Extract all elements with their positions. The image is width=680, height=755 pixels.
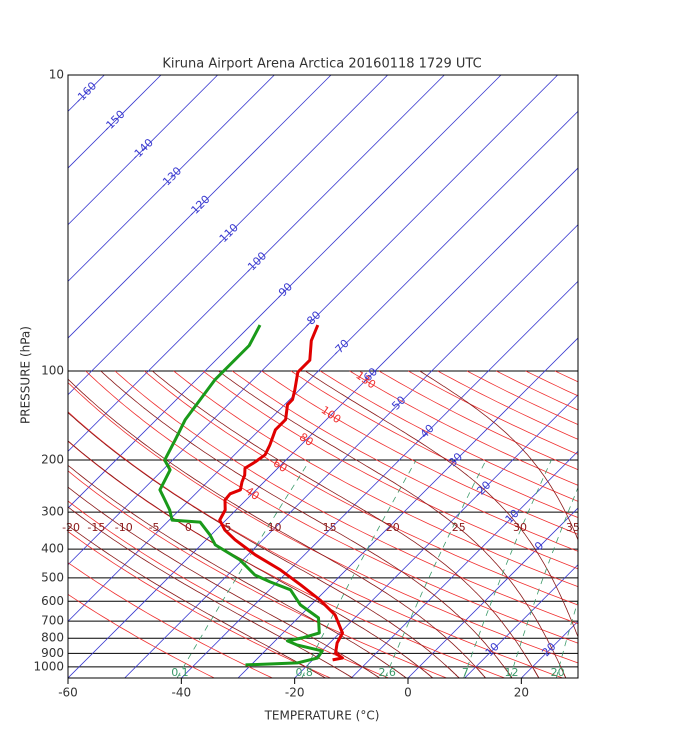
isotherm bbox=[68, 75, 388, 396]
dry-adiabat bbox=[408, 370, 578, 455]
dry-adiabat bbox=[68, 562, 273, 678]
isotherm bbox=[68, 75, 332, 339]
dry-adiabat bbox=[114, 370, 578, 625]
moist-adiabat-label: 10 bbox=[268, 521, 282, 534]
y-tick-label: 100 bbox=[41, 363, 64, 377]
dry-adiabat bbox=[466, 370, 578, 426]
plot-area bbox=[68, 75, 578, 678]
isotherm bbox=[181, 280, 578, 678]
isotherm bbox=[124, 224, 578, 678]
y-tick-label: 200 bbox=[41, 453, 64, 467]
dry-adiabat bbox=[68, 382, 578, 664]
dry-adiabat bbox=[232, 370, 578, 552]
y-tick-label: 600 bbox=[41, 594, 64, 608]
isotherm bbox=[68, 167, 578, 678]
moist-adiabat-label: -15 bbox=[87, 521, 105, 534]
x-tick-label: -60 bbox=[58, 686, 78, 700]
mixing-ratio-label: 20 bbox=[551, 666, 565, 679]
mixing-ratio-label: 2.6 bbox=[378, 666, 396, 679]
mixing-ratio-label: 0.1 bbox=[171, 666, 189, 679]
mixing-ratio-line bbox=[384, 459, 487, 678]
mixing-ratio-line bbox=[555, 599, 578, 678]
x-tick-label: -20 bbox=[285, 686, 305, 700]
dry-adiabat bbox=[261, 370, 578, 535]
isotherm bbox=[294, 394, 578, 678]
dewpoint-line bbox=[158, 324, 324, 667]
moist-adiabat-label: 25 bbox=[452, 521, 466, 534]
moist-adiabat-label: 35 bbox=[566, 521, 580, 534]
isotherm bbox=[68, 75, 218, 226]
dry-adiabat bbox=[144, 370, 578, 606]
dry-adiabat bbox=[68, 500, 389, 678]
x-tick-label: 0 bbox=[404, 686, 412, 700]
moist-adiabat bbox=[68, 525, 326, 678]
moist-adiabat bbox=[419, 370, 578, 541]
moist-adiabat-label: -10 bbox=[115, 521, 133, 534]
y-axis-label: PRESSURE (hPa) bbox=[19, 326, 33, 424]
isotherm bbox=[68, 110, 578, 622]
moist-adiabat-label: -5 bbox=[149, 521, 160, 534]
mixing-ratio-line bbox=[463, 459, 552, 678]
mixing-ratio-line bbox=[301, 459, 417, 678]
moist-adiabat bbox=[68, 486, 380, 678]
x-tick-label: 20 bbox=[514, 686, 529, 700]
x-axis-label: TEMPERATURE (°C) bbox=[264, 709, 380, 723]
moist-adiabat bbox=[68, 464, 407, 678]
mixing-ratio-label: 0.8 bbox=[295, 666, 313, 679]
isotherm bbox=[68, 75, 275, 282]
y-tick-label: 400 bbox=[41, 542, 64, 556]
moist-adiabat-label: 15 bbox=[323, 521, 337, 534]
moist-adiabat-label: 30 bbox=[513, 521, 527, 534]
moist-adiabat-label: -20 bbox=[62, 521, 80, 534]
isotherm bbox=[237, 337, 578, 678]
moist-adiabat bbox=[100, 370, 513, 678]
isotherm bbox=[351, 450, 578, 678]
dry-adiabat bbox=[85, 370, 578, 644]
moist-adiabat bbox=[68, 506, 354, 678]
x-tick-label: -40 bbox=[172, 686, 192, 700]
y-tick-label: 900 bbox=[41, 646, 64, 660]
chart-title: Kiruna Airport Arena Arctica 20160118 17… bbox=[162, 57, 481, 72]
y-tick-label: 500 bbox=[41, 570, 64, 584]
temperature-line bbox=[218, 324, 344, 662]
dry-adiabat bbox=[68, 593, 215, 678]
y-tick-label: 300 bbox=[41, 505, 64, 519]
dry-adiabat bbox=[202, 370, 578, 570]
moist-adiabat bbox=[68, 412, 460, 678]
moist-adiabat bbox=[68, 440, 434, 678]
dry-adiabat bbox=[349, 370, 578, 486]
moist-adiabat bbox=[305, 370, 578, 639]
isotherm bbox=[464, 564, 578, 678]
dry-adiabat bbox=[68, 531, 331, 678]
moist-adiabat bbox=[218, 370, 567, 678]
mixing-ratio-line bbox=[509, 486, 578, 678]
dry-adiabat bbox=[290, 370, 578, 519]
dry-adiabat bbox=[437, 370, 578, 440]
isotherm bbox=[68, 75, 558, 566]
y-tick-label: 10 bbox=[49, 68, 64, 82]
moist-adiabat-label: 5 bbox=[224, 521, 231, 534]
y-tick-label: 800 bbox=[41, 631, 64, 645]
y-tick-label: 1000 bbox=[33, 659, 64, 673]
plot-frame bbox=[67, 74, 579, 679]
moist-adiabat bbox=[68, 378, 486, 678]
y-tick-label: 700 bbox=[41, 614, 64, 628]
moist-adiabat bbox=[152, 370, 540, 678]
moist-adiabat-label: 20 bbox=[386, 521, 400, 534]
isotherm bbox=[68, 75, 445, 452]
dry-adiabat bbox=[378, 370, 578, 471]
moist-adiabat-label: 0 bbox=[185, 521, 192, 534]
mixing-ratio-label: 12 bbox=[505, 666, 519, 679]
mixing-ratio-label: 7 bbox=[462, 666, 469, 679]
mixing-ratio-line bbox=[176, 459, 311, 678]
dry-adiabat bbox=[320, 370, 578, 502]
isotherm bbox=[68, 75, 502, 509]
dry-adiabat bbox=[173, 370, 578, 588]
